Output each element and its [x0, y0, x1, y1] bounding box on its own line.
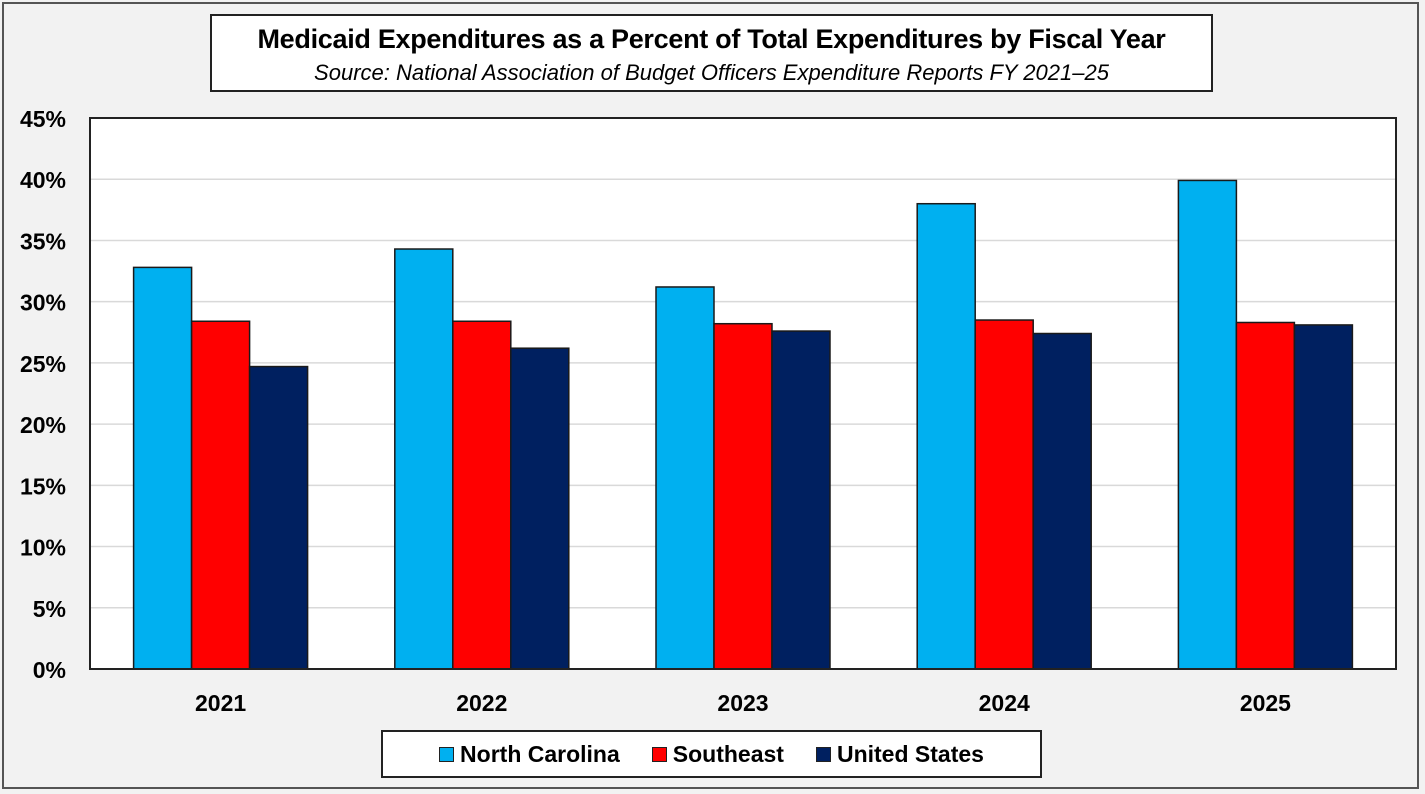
y-tick-label: 20%	[20, 412, 66, 438]
bar-north-carolina-2023	[655, 286, 715, 670]
legend-item-southeast: Southeast	[651, 740, 784, 768]
title-box: Medicaid Expenditures as a Percent of To…	[210, 14, 1213, 92]
bar-southeast-2021	[190, 320, 251, 670]
bar-southeast-2023	[713, 322, 773, 670]
x-tick-label: 2023	[717, 690, 768, 716]
bar-southeast-2022	[452, 320, 512, 670]
y-tick-label: 10%	[20, 535, 66, 561]
y-tick-label: 15%	[20, 473, 66, 499]
bar-southeast-2024	[974, 319, 1034, 670]
y-tick-label: 0%	[33, 657, 66, 683]
x-tick-label: 2022	[456, 690, 507, 716]
legend-swatch-north-carolina	[439, 746, 455, 762]
x-tick-label: 2021	[195, 690, 246, 716]
bar-united-states-2023	[771, 330, 831, 670]
bar-united-states-2022	[510, 347, 570, 670]
bar-north-carolina-2025	[1177, 179, 1238, 670]
bar-north-carolina-2021	[132, 266, 193, 670]
chart-subtitle: Source: National Association of Budget O…	[314, 60, 1109, 85]
x-tick-label: 2025	[1240, 690, 1291, 716]
y-tick-label: 35%	[20, 228, 66, 254]
bar-united-states-2025	[1293, 324, 1354, 670]
bar-north-carolina-2022	[394, 248, 454, 670]
legend-swatch-united-states	[815, 746, 831, 762]
y-tick-label: 5%	[33, 596, 66, 622]
y-tick-label: 45%	[20, 106, 66, 132]
legend-item-united-states: United States	[815, 740, 984, 768]
legend-swatch-southeast	[651, 746, 667, 762]
bar-southeast-2025	[1235, 321, 1296, 670]
x-tick-label: 2024	[979, 690, 1030, 716]
chart-title: Medicaid Expenditures as a Percent of To…	[257, 24, 1166, 54]
bar-united-states-2021	[248, 365, 309, 670]
y-tick-label: 40%	[20, 167, 66, 193]
legend-label-united-states: United States	[836, 740, 984, 767]
legend-label-southeast: Southeast	[672, 740, 784, 767]
y-tick-label: 30%	[20, 290, 66, 316]
plot-border	[89, 117, 1397, 670]
legend-item-north-carolina: North Carolina	[439, 741, 620, 768]
y-tick-label: 25%	[20, 351, 66, 377]
bar-north-carolina-2024	[916, 202, 976, 670]
legend-label-north-carolina: North Carolina	[460, 740, 620, 767]
bar-united-states-2024	[1032, 332, 1092, 670]
legend: North Carolina Southeast United States	[381, 730, 1042, 778]
